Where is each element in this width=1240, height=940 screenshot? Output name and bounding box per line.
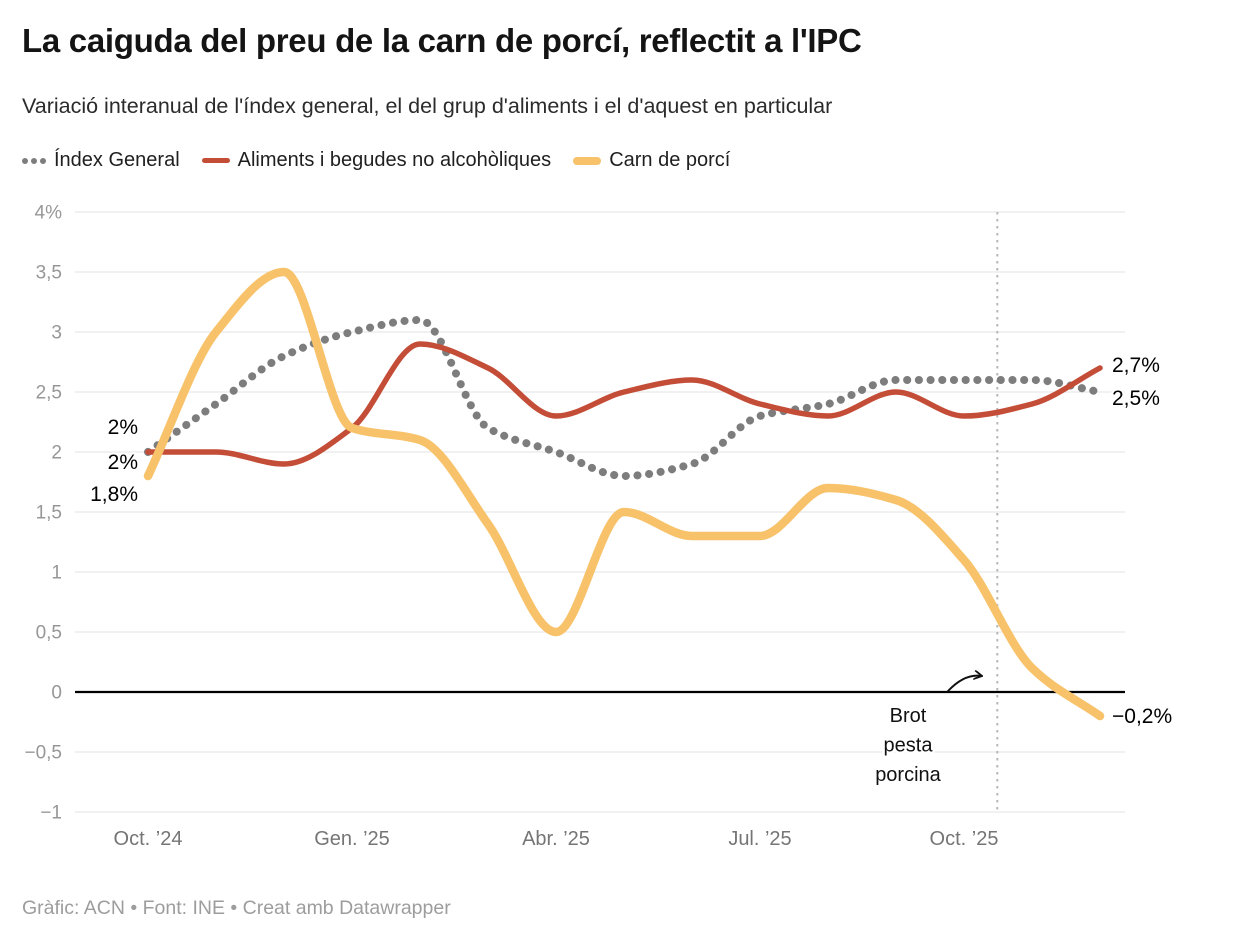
x-tick-label: Oct. ’24 xyxy=(114,828,183,850)
series-end-label-carn-porci: −0,2% xyxy=(1112,705,1172,728)
y-gridlines: 4% 3,5 3 2,5 2 1,5 1 0,5 0 −0,5 −1 xyxy=(24,203,1125,824)
dotted-line-swatch-icon xyxy=(22,157,46,164)
y-tick-label: 0 xyxy=(51,683,62,704)
chart-footer: Gràfic: ACN • Font: INE • Creat amb Data… xyxy=(22,897,451,919)
series-line-carn-porci[interactable] xyxy=(143,267,1105,721)
chart-subtitle: Variació interanual de l'índex general, … xyxy=(22,94,833,118)
y-tick-label: 3,5 xyxy=(36,263,62,284)
y-tick-label: −1 xyxy=(40,803,62,824)
solid-line-swatch-icon xyxy=(573,156,602,165)
series-start-label-carn-porci: 1,8% xyxy=(90,483,138,506)
y-tick-label: 1,5 xyxy=(36,503,62,524)
y-tick-label: 3 xyxy=(51,323,62,344)
legend: Índex General Aliments i begudes no alco… xyxy=(22,149,730,172)
x-tick-label: Gen. ’25 xyxy=(314,828,390,850)
y-tick-label: −0,5 xyxy=(24,743,62,764)
y-tick-label: 0,5 xyxy=(36,623,62,644)
chart-title: La caiguda del preu de la carn de porcí,… xyxy=(22,22,862,59)
x-tick-label: Oct. ’25 xyxy=(930,828,999,850)
y-tick-label: 1 xyxy=(51,563,62,584)
legend-item-carn-porci: Carn de porcí xyxy=(573,149,730,172)
chart-canvas: 4% 3,5 3 2,5 2 1,5 1 0,5 0 −0,5 −1 Oct. ’24 Gen. ’25… xyxy=(24,203,1174,851)
series-end-label-aliments-begudes: 2,7% xyxy=(1112,354,1160,377)
x-tick-label: Abr. ’25 xyxy=(522,828,590,850)
outbreak-annotation-line: Brot xyxy=(890,705,927,727)
legend-label: Carn de porcí xyxy=(609,149,731,171)
x-tick-label: Jul. ’25 xyxy=(728,828,791,850)
series-start-label-aliments-begudes: 2% xyxy=(108,451,138,474)
solid-line-swatch-icon xyxy=(201,157,230,164)
outbreak-annotation-line: pesta xyxy=(884,735,934,757)
legend-item-aliments: Aliments i begudes no alcohòliques xyxy=(201,149,552,172)
series-line-index-general[interactable] xyxy=(144,316,1104,480)
series-end-label-index-general: 2,5% xyxy=(1112,387,1160,410)
legend-item-index-general: Índex General xyxy=(22,149,180,172)
y-tick-label: 2,5 xyxy=(36,383,62,404)
outbreak-arrow-icon xyxy=(947,676,983,692)
legend-label: Aliments i begudes no alcohòliques xyxy=(237,149,552,171)
series-start-label-index-general: 2% xyxy=(108,416,138,439)
y-tick-label: 2 xyxy=(51,443,62,464)
y-tick-label: 4% xyxy=(35,203,63,224)
outbreak-annotation-line: porcina xyxy=(875,764,941,786)
legend-label: Índex General xyxy=(54,149,180,171)
series-line-aliments-begudes[interactable] xyxy=(145,341,1103,467)
